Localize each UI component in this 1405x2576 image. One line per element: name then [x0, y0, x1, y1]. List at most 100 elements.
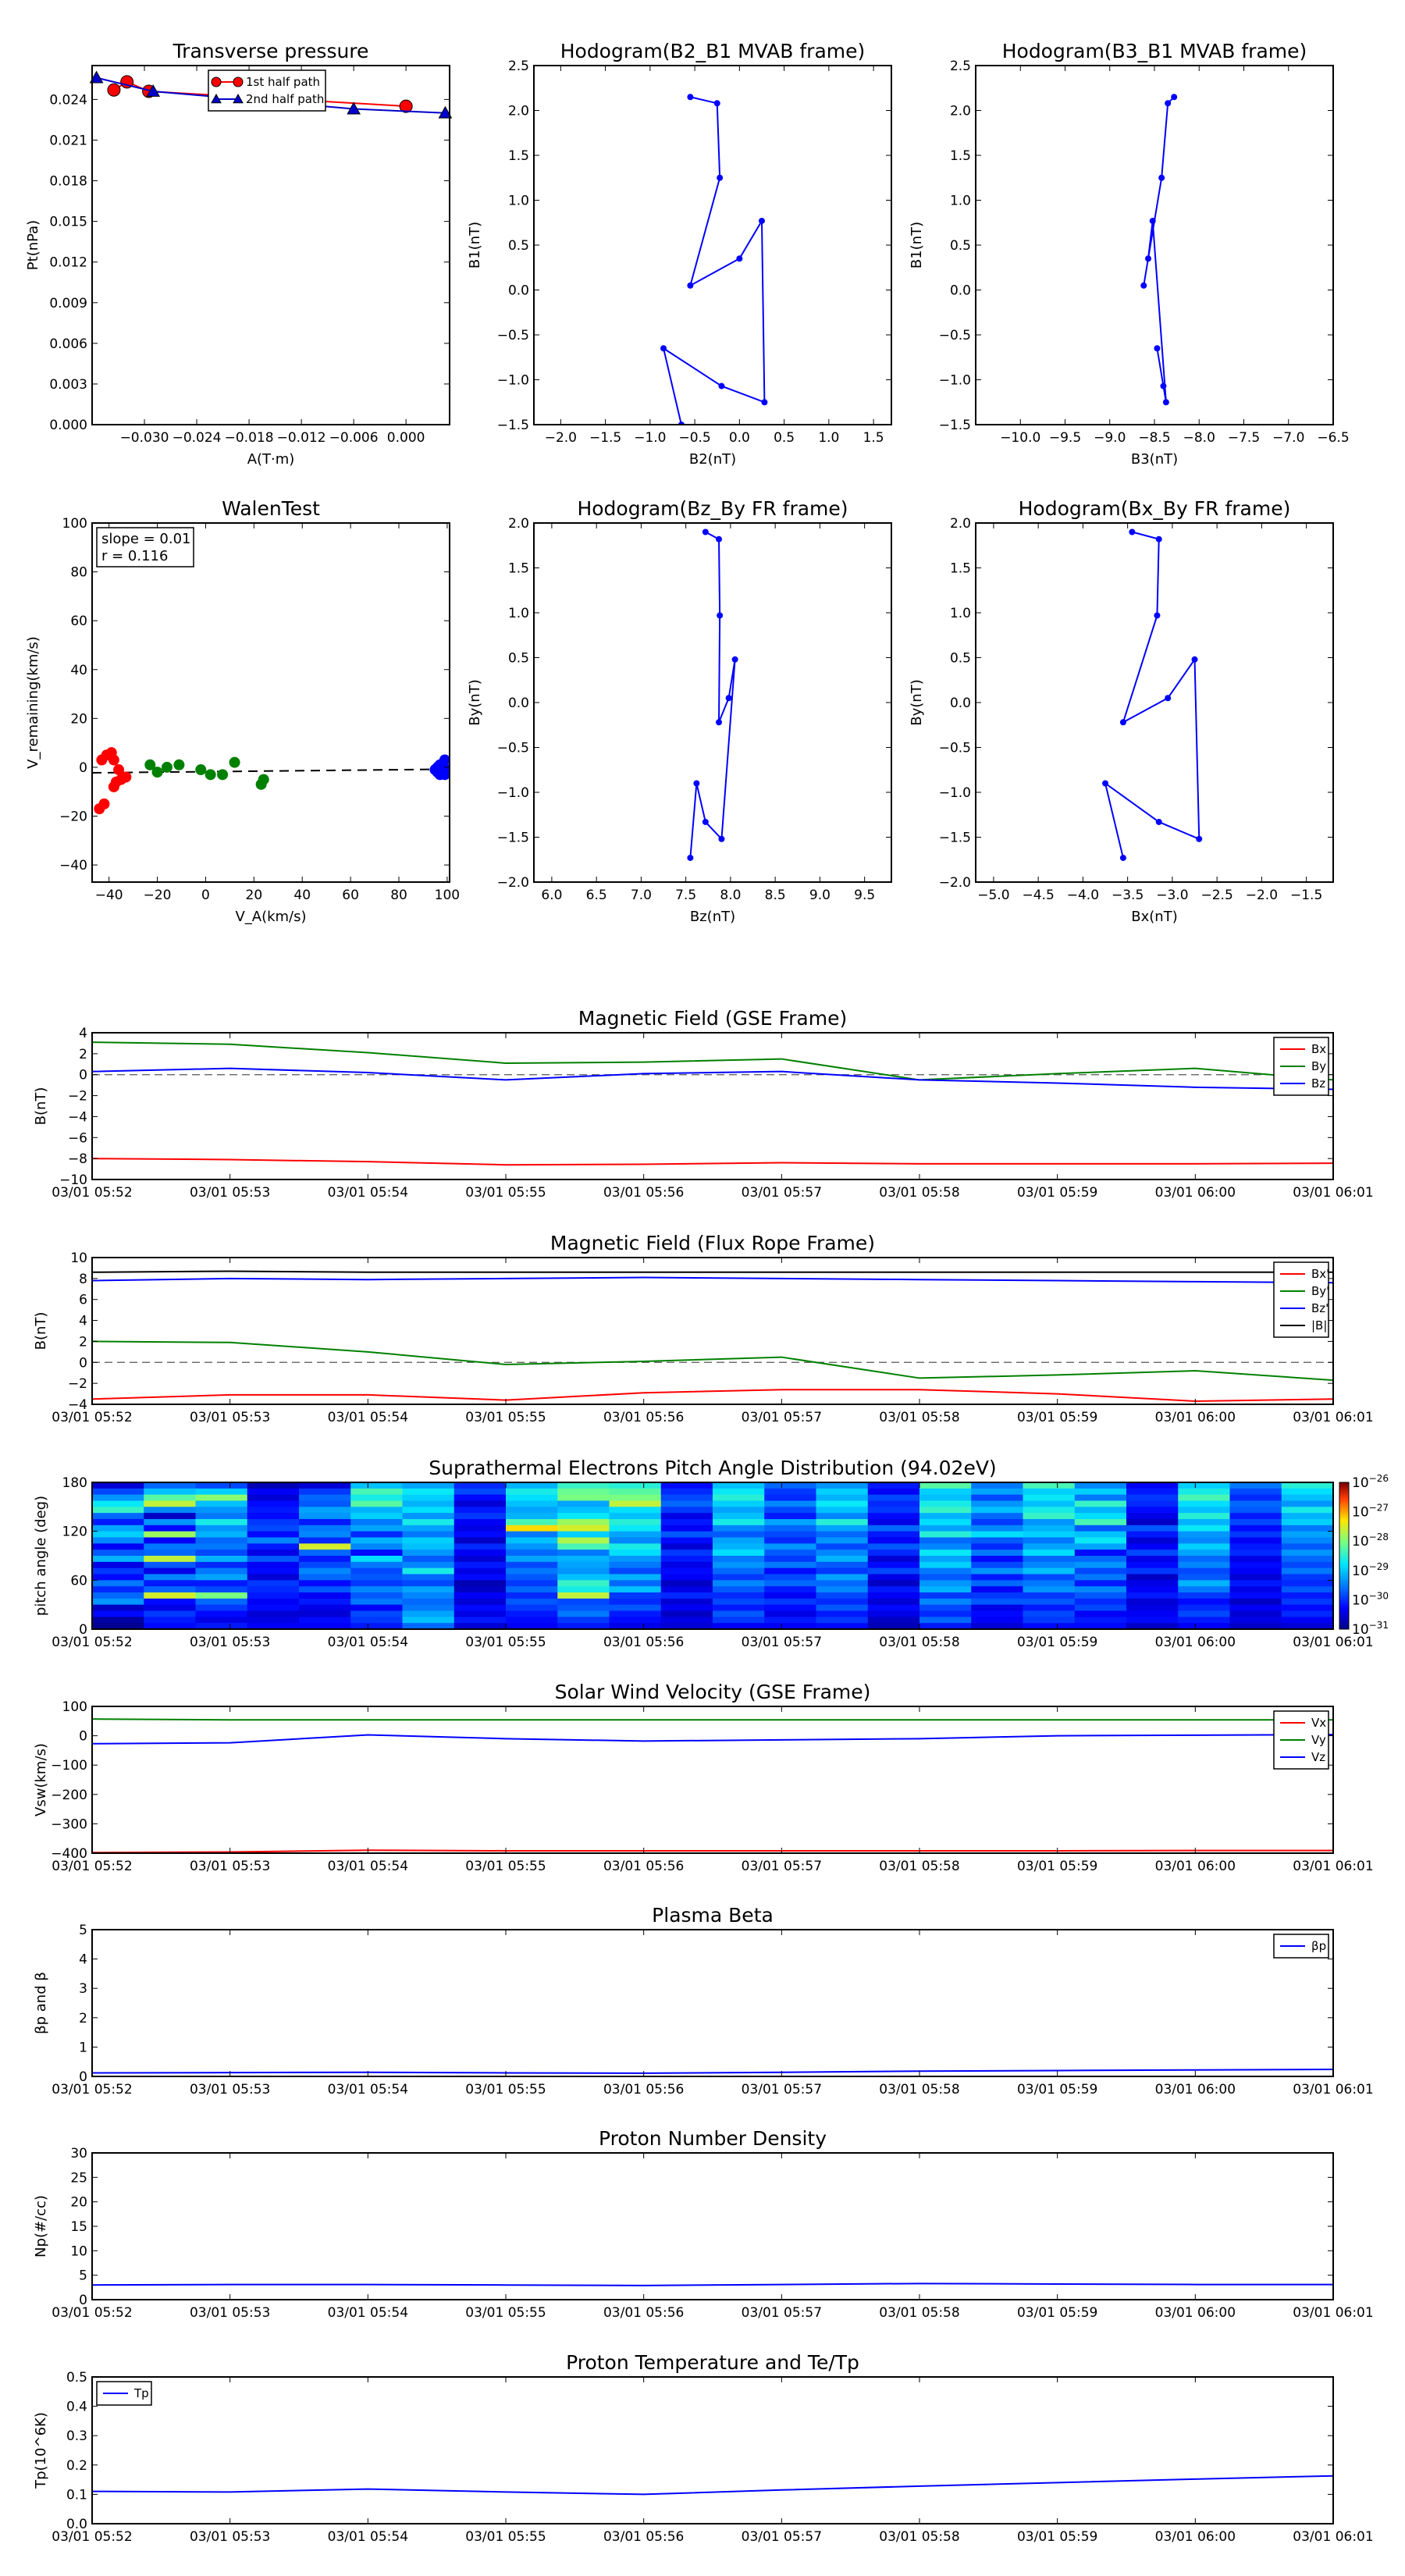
- heatmap-cell: [816, 1525, 869, 1532]
- heatmap-cell: [247, 1550, 300, 1557]
- y-tick-label: 4: [79, 1026, 87, 1041]
- heatmap-cell: [609, 1610, 662, 1617]
- legend-label: Bz: [1311, 1076, 1325, 1091]
- x-tick-label: 60: [342, 888, 359, 903]
- heatmap-cell: [816, 1604, 869, 1611]
- y-tick-label: −1.5: [497, 831, 529, 846]
- heatmap-cell: [660, 1598, 713, 1606]
- heatmap-cell: [867, 1598, 920, 1606]
- heatmap-cell: [299, 1604, 351, 1611]
- heatmap-cell: [92, 1494, 144, 1501]
- heatmap-cell: [247, 1543, 300, 1550]
- heatmap-cell: [609, 1543, 662, 1550]
- heatmap-cell: [1074, 1604, 1127, 1611]
- heatmap-cell: [144, 1519, 196, 1526]
- x-tick-label: 03/01 05:52: [52, 2529, 132, 2545]
- heatmap-cell: [660, 1561, 713, 1569]
- x-tick-label: −2.5: [1201, 888, 1233, 903]
- heatmap-cell: [764, 1610, 816, 1617]
- legend-box: [208, 69, 326, 112]
- chart-title: Transverse pressure: [173, 40, 369, 62]
- data-point: [736, 255, 743, 262]
- heatmap-cell: [609, 1507, 662, 1514]
- colorbar-band: [1339, 1617, 1349, 1620]
- y-tick-label: −8: [68, 1151, 87, 1167]
- heatmap-cell: [506, 1543, 558, 1550]
- heatmap-cell: [402, 1513, 455, 1520]
- heatmap-cell: [402, 1574, 455, 1581]
- heatmap-cell: [506, 1531, 558, 1538]
- heatmap-cell: [1281, 1604, 1334, 1611]
- colorbar-band: [1339, 1535, 1349, 1539]
- y-tick-label: 2.0: [508, 104, 529, 119]
- heatmap-cell: [247, 1537, 300, 1544]
- heatmap-cell: [92, 1567, 144, 1574]
- colorbar-band: [1339, 1546, 1349, 1550]
- heatmap-cell: [454, 1580, 507, 1587]
- heatmap-cell: [557, 1543, 610, 1550]
- x-tick-label: 40: [293, 888, 311, 903]
- heatmap-cell: [609, 1604, 662, 1611]
- plot-frame: [91, 1929, 1334, 2077]
- y-tick-label: 6: [79, 1293, 87, 1308]
- heatmap-cell: [144, 1513, 196, 1520]
- heatmap-cell: [506, 1500, 558, 1507]
- heatmap-cell: [144, 1598, 196, 1606]
- y-tick-label: −300: [51, 1816, 87, 1832]
- heatmap-cell: [971, 1550, 1023, 1557]
- heatmap-cell: [1229, 1556, 1282, 1563]
- heatmap-cell: [1281, 1507, 1334, 1514]
- heatmap-cell: [92, 1519, 144, 1526]
- data-point: [1160, 382, 1167, 390]
- plot-frame: [91, 1482, 1334, 1630]
- heatmap-cell: [609, 1574, 662, 1581]
- x-tick-label: −0.030: [120, 430, 169, 446]
- series-line: [92, 2282, 1333, 2286]
- x-tick-label: 03/01 05:52: [52, 1635, 132, 1650]
- heatmap-cell: [454, 1561, 507, 1569]
- heatmap-cell: [609, 1623, 662, 1630]
- data-point: [1102, 780, 1109, 787]
- y-tick-label: −400: [51, 1846, 87, 1862]
- heatmap-cell: [454, 1488, 507, 1496]
- colorbar-band: [1339, 1609, 1349, 1613]
- heatmap-cell: [1126, 1567, 1179, 1574]
- data-point: [205, 769, 216, 781]
- chart-title: Solar Wind Velocity (GSE Frame): [555, 1681, 871, 1703]
- heatmap-cell: [1023, 1500, 1076, 1507]
- heatmap-cell: [713, 1543, 765, 1550]
- heatmap-cell: [867, 1507, 920, 1514]
- x-tick-label: 6.0: [541, 888, 562, 903]
- heatmap-cell: [764, 1507, 816, 1514]
- heatmap-cell: [1229, 1617, 1282, 1624]
- heatmap-cell: [195, 1513, 248, 1520]
- x-tick-label: 03/01 05:57: [742, 1859, 822, 1874]
- x-tick-label: 03/01 05:54: [328, 2305, 408, 2321]
- heatmap-cell: [1023, 1550, 1076, 1557]
- heatmap-cell: [971, 1513, 1023, 1520]
- heatmap-cell: [557, 1519, 610, 1526]
- data-point: [89, 70, 104, 84]
- heatmap-cell: [609, 1556, 662, 1563]
- heatmap-cell: [402, 1604, 455, 1611]
- y-tick-label: 0.1: [66, 2487, 87, 2503]
- heatmap-cell: [350, 1500, 403, 1507]
- heatmap-cell: [660, 1543, 713, 1550]
- heatmap-cell: [867, 1623, 920, 1630]
- heatmap-cell: [1178, 1513, 1230, 1520]
- heatmap-cell: [816, 1543, 869, 1550]
- heatmap-cell: [816, 1513, 869, 1520]
- heatmap-cell: [195, 1556, 248, 1563]
- x-tick-label: −6.5: [1317, 430, 1349, 446]
- x-tick-label: −0.024: [173, 430, 222, 446]
- series-line: [92, 1340, 1333, 1382]
- heatmap-cell: [1281, 1531, 1334, 1538]
- heatmap-cell: [1281, 1513, 1334, 1520]
- heatmap-cell: [764, 1592, 816, 1599]
- data-point: [1158, 174, 1165, 181]
- heatmap-cell: [144, 1482, 196, 1489]
- heatmap-cell: [247, 1482, 300, 1489]
- colorbar-band: [1339, 1595, 1349, 1598]
- series-line: [1143, 96, 1175, 403]
- heatmap-cell: [1178, 1556, 1230, 1563]
